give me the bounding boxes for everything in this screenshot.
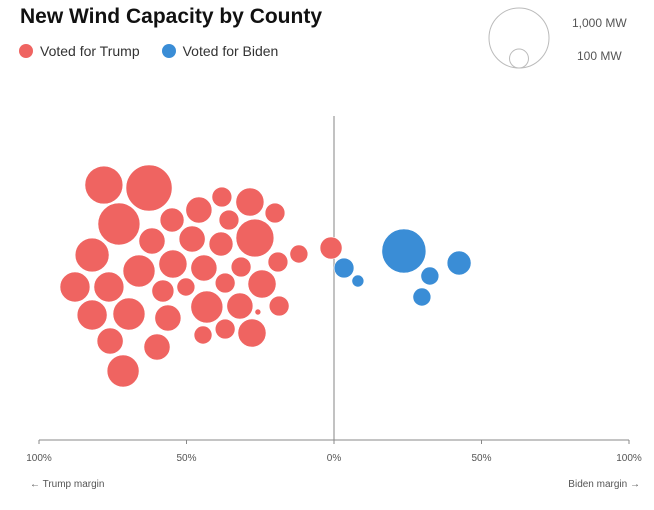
trump-county-bubble[interactable]: [208, 231, 234, 257]
trump-county-bubble[interactable]: [159, 207, 185, 233]
trump-county-bubble[interactable]: [264, 202, 286, 224]
size-legend-large-label: 1,000 MW: [572, 16, 627, 30]
trump-county-bubble[interactable]: [247, 269, 277, 299]
trump-county-bubble[interactable]: [151, 279, 175, 303]
size-legend: 1,000 MW 100 MW: [488, 7, 627, 69]
trump-county-bubble[interactable]: [185, 196, 213, 224]
trump-county-bubble[interactable]: [190, 290, 224, 324]
trump-county-bubble[interactable]: [84, 165, 124, 205]
x-tick-label: 50%: [176, 453, 196, 464]
trump-county-bubble[interactable]: [267, 251, 289, 273]
bubbles: [59, 164, 472, 388]
trump-county-bubble[interactable]: [319, 236, 343, 260]
biden-county-bubble[interactable]: [381, 228, 427, 274]
biden-county-bubble[interactable]: [333, 257, 355, 279]
biden-county-bubble[interactable]: [420, 266, 440, 286]
biden-county-bubble[interactable]: [351, 274, 365, 288]
trump-county-bubble[interactable]: [226, 292, 254, 320]
trump-county-bubble[interactable]: [218, 209, 240, 231]
trump-county-bubble[interactable]: [93, 271, 125, 303]
trump-county-bubble[interactable]: [178, 225, 206, 253]
trump-county-bubble[interactable]: [158, 249, 188, 279]
x-tick-label: 0%: [327, 453, 342, 464]
legend-label-trump: Voted for Trump: [40, 43, 140, 59]
trump-county-bubble[interactable]: [268, 295, 290, 317]
x-tick-label: 100%: [26, 453, 52, 464]
trump-county-bubble[interactable]: [59, 271, 91, 303]
legend-label-biden: Voted for Biden: [182, 43, 279, 59]
trump-county-bubble[interactable]: [97, 202, 141, 246]
trump-swatch-icon: [19, 44, 33, 58]
trump-county-bubble[interactable]: [190, 254, 218, 282]
trump-county-bubble[interactable]: [112, 297, 146, 331]
trump-county-bubble[interactable]: [237, 318, 267, 348]
trump-county-bubble[interactable]: [289, 244, 309, 264]
trump-county-bubble[interactable]: [143, 333, 171, 361]
trump-margin-label: ← Trump margin: [30, 479, 104, 490]
trump-county-bubble[interactable]: [122, 254, 156, 288]
chart-title: New Wind Capacity by County: [20, 5, 323, 28]
trump-county-bubble[interactable]: [254, 308, 262, 316]
trump-county-bubble[interactable]: [76, 299, 108, 331]
trump-county-bubble[interactable]: [96, 327, 124, 355]
trump-county-bubble[interactable]: [74, 237, 110, 273]
trump-county-bubble[interactable]: [154, 304, 182, 332]
trump-county-bubble[interactable]: [138, 227, 166, 255]
x-tick-label: 100%: [616, 453, 642, 464]
color-legend: Voted for Trump Voted for Biden: [19, 43, 300, 59]
x-tick-label: 50%: [471, 453, 491, 464]
trump-county-bubble[interactable]: [214, 272, 236, 294]
size-legend-small-label: 100 MW: [577, 49, 622, 63]
legend-item-trump: Voted for Trump: [19, 43, 140, 59]
trump-county-bubble[interactable]: [214, 318, 236, 340]
trump-county-bubble[interactable]: [125, 164, 173, 212]
legend-item-biden: Voted for Biden: [161, 43, 279, 59]
size-legend-large-circle: [488, 7, 550, 69]
biden-swatch-icon: [161, 44, 176, 58]
trump-county-bubble[interactable]: [106, 354, 140, 388]
x-ticks: 100% 50% 0% 50% 100%: [26, 440, 642, 464]
biden-margin-label: Biden margin →: [568, 479, 640, 490]
trump-county-bubble[interactable]: [176, 277, 196, 297]
size-legend-small-circle: [509, 48, 529, 69]
biden-county-bubble[interactable]: [446, 250, 472, 276]
trump-county-bubble[interactable]: [211, 186, 233, 208]
biden-county-bubble[interactable]: [412, 287, 432, 307]
trump-county-bubble[interactable]: [193, 325, 213, 345]
trump-county-bubble[interactable]: [230, 256, 252, 278]
trump-county-bubble[interactable]: [235, 218, 275, 258]
trump-county-bubble[interactable]: [235, 187, 265, 217]
